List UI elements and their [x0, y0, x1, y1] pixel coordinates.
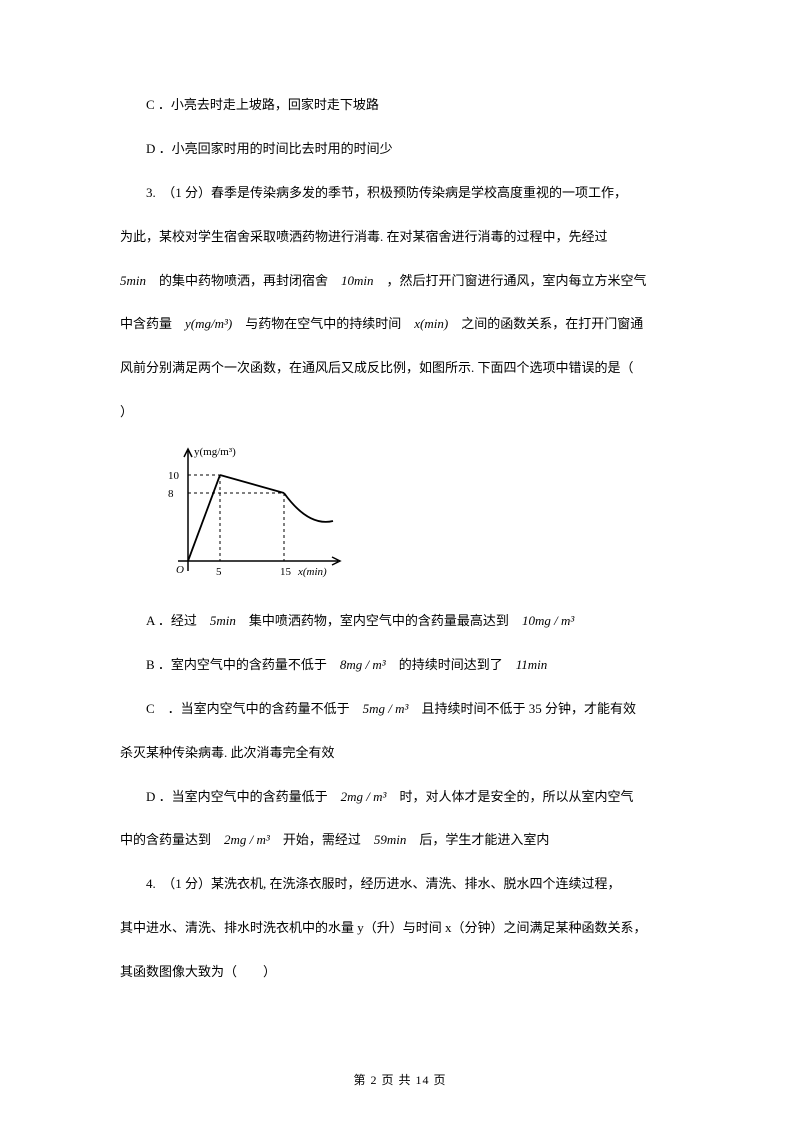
formula-5min-2: 5min: [210, 613, 236, 628]
q3-optD-c: 中的含药量达到: [120, 832, 224, 847]
svg-text:5: 5: [216, 566, 222, 578]
q3-line3: 5min 的集中药物喷洒，再封闭宿舍 10min ，然后打开门窗进行通风，室内每…: [120, 266, 680, 296]
formula-5mgm3: 5mg / m³: [363, 701, 409, 716]
svg-text:x(min): x(min): [297, 566, 327, 578]
q3-optA-a: A ．经过: [146, 613, 210, 628]
q3-optC-a: C ．当室内空气中的含药量不低于: [146, 701, 363, 716]
q3-optA: A ．经过 5min 集中喷洒药物，室内空气中的含药量最高达到 10mg / m…: [120, 606, 680, 636]
formula-10min: 10min: [341, 273, 374, 288]
q3-line2: 为此，某校对学生宿舍采取喷洒药物进行消毒. 在对某宿舍进行消毒的过程中，先经过: [120, 222, 680, 252]
q3-line3a: 的集中药物喷洒，再封闭宿舍: [146, 273, 341, 288]
q4-line1: 4. （1 分）某洗衣机, 在洗涤衣服时，经历进水、清洗、排水、脱水四个连续过程…: [120, 869, 680, 899]
svg-text:10: 10: [168, 470, 180, 482]
chart-svg: y(mg/m³) x(min) O 10 8 5 15: [148, 441, 348, 581]
formula-59min: 59min: [374, 832, 407, 847]
formula-xmin: x(min): [414, 316, 448, 331]
q3-line4c: 之间的函数关系，在打开门窗通: [448, 316, 643, 331]
q3-chart: y(mg/m³) x(min) O 10 8 5 15: [148, 441, 680, 592]
opt-c: C ．小亮去时走上坡路，回家时走下坡路: [120, 90, 680, 120]
formula-11min: 11min: [516, 657, 548, 672]
q3-line4: 中含药量 y(mg/m³) 与药物在空气中的持续时间 x(min) 之间的函数关…: [120, 309, 680, 339]
q3-optC2: 杀灭某种传染病毒. 此次消毒完全有效: [120, 738, 680, 768]
formula-ymgm3: y(mg/m³): [185, 316, 232, 331]
q3-optD-e: 后，学生才能进入室内: [406, 832, 549, 847]
formula-2mgm3-1: 2mg / m³: [341, 789, 387, 804]
q3-line4b: 与药物在空气中的持续时间: [232, 316, 414, 331]
opt-d: D ．小亮回家时用的时间比去时用的时间少: [120, 134, 680, 164]
q3-optD-d: 开始，需经过: [270, 832, 374, 847]
svg-text:y(mg/m³): y(mg/m³): [194, 446, 236, 458]
q3-line4a: 中含药量: [120, 316, 185, 331]
q4-line3: 其函数图像大致为（ ）: [120, 957, 680, 987]
q3-optB: B ．室内空气中的含药量不低于 8mg / m³ 的持续时间达到了 11min: [120, 650, 680, 680]
q4-line2: 其中进水、清洗、排水时洗衣机中的水量 y（升）与时间 x（分钟）之间满足某种函数…: [120, 913, 680, 943]
q3-optC: C ．当室内空气中的含药量不低于 5mg / m³ 且持续时间不低于 35 分钟…: [120, 694, 680, 724]
svg-text:8: 8: [168, 488, 174, 500]
q3-line5: 风前分别满足两个一次函数，在通风后又成反比例，如图所示. 下面四个选项中错误的是…: [120, 353, 680, 383]
q3-line3b: ，然后打开门窗进行通风，室内每立方米空气: [374, 273, 647, 288]
formula-8mgm3: 8mg / m³: [340, 657, 386, 672]
q3-optD-a: D ．当室内空气中的含药量低于: [146, 789, 341, 804]
formula-2mgm3-2: 2mg / m³: [224, 832, 270, 847]
q3-line6: ）: [120, 397, 680, 427]
page-root: C ．小亮去时走上坡路，回家时走下坡路 D ．小亮回家时用的时间比去时用的时间少…: [0, 0, 800, 1132]
page-footer: 第 2 页 共 14 页: [0, 1071, 800, 1088]
q3-optD-b: 时，对人体才是安全的，所以从室内空气: [386, 789, 633, 804]
formula-5min: 5min: [120, 273, 146, 288]
q3-optD: D ．当室内空气中的含药量低于 2mg / m³ 时，对人体才是安全的，所以从室…: [120, 782, 680, 812]
q3-optD2: 中的含药量达到 2mg / m³ 开始，需经过 59min 后，学生才能进入室内: [120, 825, 680, 855]
q3-line1: 3. （1 分）春季是传染病多发的季节，积极预防传染病是学校高度重视的一项工作，: [120, 178, 680, 208]
svg-text:O: O: [176, 564, 184, 576]
q3-optB-b: 的持续时间达到了: [386, 657, 516, 672]
q3-optC-b: 且持续时间不低于 35 分钟，才能有效: [408, 701, 636, 716]
formula-10mgm3: 10mg / m³: [522, 613, 574, 628]
svg-text:15: 15: [280, 566, 292, 578]
q3-optA-b: 集中喷洒药物，室内空气中的含药量最高达到: [236, 613, 522, 628]
q3-optB-a: B ．室内空气中的含药量不低于: [146, 657, 340, 672]
